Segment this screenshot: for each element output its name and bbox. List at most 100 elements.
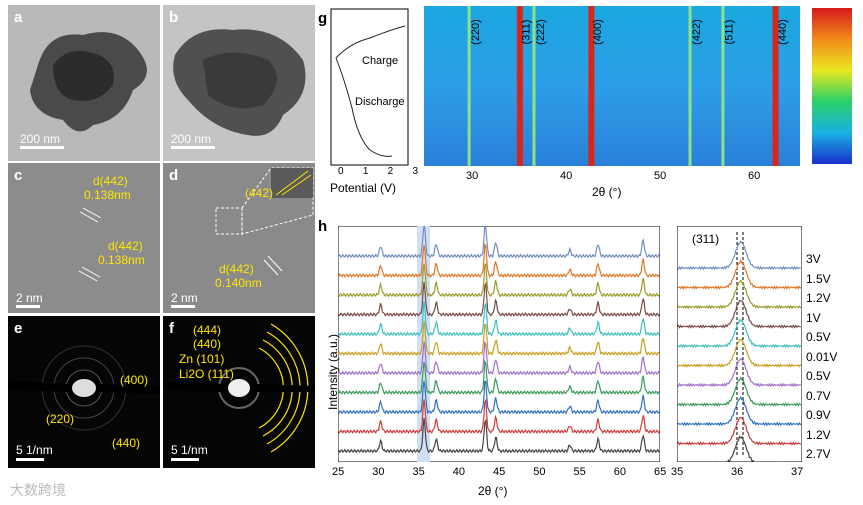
- xrd-series-line: [338, 398, 660, 435]
- ring-label-444: (444): [193, 323, 222, 337]
- zoom-series-line: [677, 395, 802, 427]
- tem-particle-b: [173, 29, 306, 136]
- zoom-series-line: [677, 299, 801, 329]
- heatmap-peak-label: (422): [690, 19, 703, 45]
- zoom-tick: 36: [731, 466, 744, 478]
- heatmap-peak-line: [721, 6, 725, 166]
- heatmap-peak-label: (311): [520, 19, 533, 45]
- voltage-label: 3V: [806, 252, 821, 266]
- heatmap-peak-label: (220): [469, 19, 482, 45]
- xrd-series-line: [338, 380, 660, 415]
- scale-bar-a: [20, 146, 64, 149]
- xrd-tick: 40: [452, 466, 465, 478]
- heatmap-tick: 30: [466, 170, 479, 182]
- voltage-profile: [330, 8, 409, 166]
- potential-tick: 0: [338, 166, 344, 177]
- heatmap-x-ticks: 30 40 50 60: [424, 170, 800, 184]
- heatmap-x-label: 2θ (°): [592, 185, 622, 199]
- zoom-series-line: [677, 258, 802, 290]
- xrd-x-ticks: 25 30 35 40 45 50 55 60 65: [332, 466, 666, 480]
- zoom-tick: 35: [671, 466, 684, 478]
- zoom-series-line: [677, 376, 802, 407]
- d-spacing-value-c1: 0.138nm: [84, 188, 131, 202]
- zoom-series-line: [677, 240, 801, 271]
- tem-image-a: a 200 nm: [8, 5, 160, 161]
- ring-label-440-f: (440): [193, 337, 222, 351]
- panel-label-h: h: [318, 218, 328, 235]
- heatmap-peak-line: [688, 6, 692, 166]
- hrtem-image-c: c d(442) 0.138nm d(442) 0.138nm 2 nm: [8, 163, 160, 313]
- d-spacing-value-d1: 0.140nm: [215, 276, 262, 290]
- heatmap-peak-line: [516, 6, 523, 166]
- scale-label-a: 200 nm: [20, 132, 61, 146]
- xrd-series-line: [338, 320, 660, 357]
- inset-outline-d: [215, 167, 314, 276]
- scale-bar-f: [171, 458, 199, 461]
- tem-image-b: b 200 nm: [163, 5, 315, 161]
- operando-xrd-heatmap: [424, 6, 800, 166]
- xrd-x-label: 2θ (°): [478, 484, 508, 498]
- scale-label-e: 5 1/nm: [16, 443, 53, 457]
- zoom-peak-label: (311): [692, 232, 720, 246]
- ring-label-li2o: Li2O (111): [179, 367, 234, 381]
- heatmap-tick: 40: [560, 170, 573, 182]
- scale-bar-b: [171, 146, 215, 149]
- potential-axis-label: Potential (V): [330, 181, 397, 195]
- scale-label-c: 2 nm: [16, 291, 43, 305]
- xrd-tick: 50: [533, 466, 546, 478]
- discharge-label: Discharge: [355, 96, 405, 108]
- voltage-label: 0.5V: [806, 330, 831, 344]
- xrd-tick: 55: [573, 466, 586, 478]
- diffraction-rings-e: [8, 345, 160, 431]
- zoom-x-ticks: 35 36 37: [671, 466, 804, 480]
- xrd-series-line: [338, 281, 660, 318]
- heatmap-peak-label: (400): [592, 19, 605, 45]
- d-spacing-label-d1: d(442): [219, 262, 254, 276]
- d-spacing-value-c2: 0.138nm: [98, 253, 145, 267]
- xrd-tick: 60: [613, 466, 626, 478]
- saed-pattern-f: f (444) (440) Zn (101) Li2O (111) 5 1/nm: [163, 316, 315, 468]
- heatmap-tick: 60: [748, 170, 761, 182]
- xrd-tick: 45: [493, 466, 506, 478]
- panel-label-f: f: [169, 320, 174, 337]
- heatmap-peak-label: (222): [534, 19, 547, 45]
- scale-bar-e: [16, 458, 44, 461]
- xrd-series-line: [338, 359, 660, 396]
- charge-label: Charge: [362, 55, 399, 67]
- heatmap-background: [424, 6, 800, 166]
- heatmap-peak-line: [467, 6, 471, 166]
- heatmap-peak-line: [532, 6, 536, 166]
- voltage-label: 1.2V: [806, 427, 831, 442]
- zoom-series-line: [677, 279, 802, 310]
- heatmap-peaks: [467, 6, 779, 166]
- xrd-series-line: [338, 300, 660, 337]
- zoom-series-line: [677, 318, 802, 349]
- scale-bar-c: [16, 305, 40, 308]
- xrd-zoom-plot: [677, 226, 802, 462]
- zoom-tick: 37: [791, 466, 804, 478]
- zoom-series-line: [677, 338, 802, 368]
- potential-tick: 3: [412, 166, 418, 177]
- ring-label-440: (440): [112, 436, 141, 450]
- panel-label-e: e: [14, 320, 23, 337]
- potential-tick: 2: [387, 166, 394, 177]
- heatmap-peak-label: (440): [776, 19, 789, 45]
- heatmap-peak-line: [588, 6, 595, 166]
- xrd-series-line: [338, 242, 660, 279]
- xrd-tick: 65: [654, 466, 667, 478]
- xrd-series-line: [338, 340, 660, 376]
- voltage-label: 0.7V: [806, 388, 831, 403]
- watermark: 大数跨境: [10, 482, 66, 498]
- panel-label-b: b: [169, 9, 179, 26]
- diffraction-rings-f: [163, 323, 315, 453]
- voltage-label: 1V: [806, 310, 821, 325]
- xrd-tick: 25: [332, 466, 345, 478]
- scale-label-b: 200 nm: [171, 132, 212, 146]
- ring-label-220: (220): [46, 412, 75, 426]
- d-spacing-label-c2: d(442): [108, 239, 143, 253]
- tem-particle-a: [30, 32, 147, 132]
- scale-label-f: 5 1/nm: [171, 443, 208, 457]
- potential-ticks: 0 1 2 3: [338, 166, 418, 177]
- xrd-series-line: [338, 226, 660, 259]
- panel-label-a: a: [14, 9, 23, 26]
